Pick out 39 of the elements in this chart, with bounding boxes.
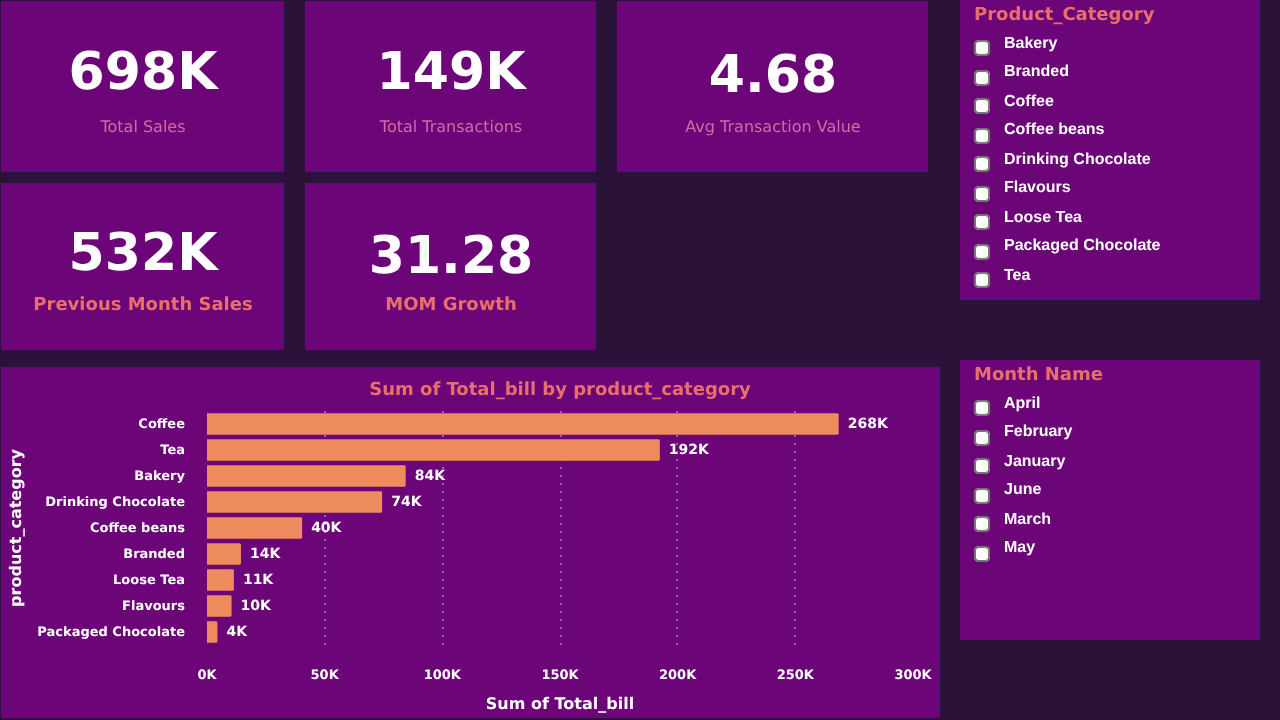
text: Previous Month Sales: [33, 295, 253, 316]
bar: [207, 621, 218, 643]
x-axis-title: Sum of Total_bill: [485, 695, 635, 713]
text: 149K: [376, 43, 528, 104]
text: Loose Tea: [1004, 205, 1082, 230]
text: January: [1004, 449, 1066, 474]
text: May: [1004, 536, 1036, 561]
text: February: [1004, 420, 1073, 445]
text: Branded: [1004, 60, 1069, 85]
bar: [207, 569, 234, 591]
text: April: [1004, 391, 1041, 416]
text: 4.68: [708, 46, 838, 107]
bar: [207, 543, 241, 565]
text: Month Name: [974, 364, 1103, 390]
text: Total Transactions: [377, 117, 523, 136]
text: Avg Transaction Value: [685, 117, 861, 136]
text: Product_Category: [974, 4, 1155, 30]
text: Flavours: [1004, 176, 1071, 201]
bar: [207, 595, 232, 617]
text: Tea: [1004, 263, 1031, 288]
text: Drinking Chocolate: [1004, 147, 1151, 172]
text: 532K: [68, 223, 220, 284]
y-axis-title: product_category: [7, 447, 26, 607]
bar: [207, 465, 406, 487]
bar: [207, 517, 303, 539]
bar: [207, 413, 839, 435]
bar: [207, 491, 383, 513]
text: MOM Growth: [385, 295, 517, 316]
chart-title: Sum of Total_bill by product_category: [369, 381, 752, 401]
text: Coffee: [1004, 89, 1054, 114]
text: Bakery: [1004, 31, 1058, 56]
bar: [207, 439, 660, 461]
text: Coffee beans: [1004, 118, 1105, 143]
text: June: [1004, 478, 1042, 503]
text: 698K: [68, 43, 220, 104]
text: March: [1004, 507, 1052, 532]
text: 31.28: [368, 226, 534, 287]
text: Total Sales: [98, 117, 186, 136]
text: Packaged Chocolate: [1004, 234, 1161, 259]
